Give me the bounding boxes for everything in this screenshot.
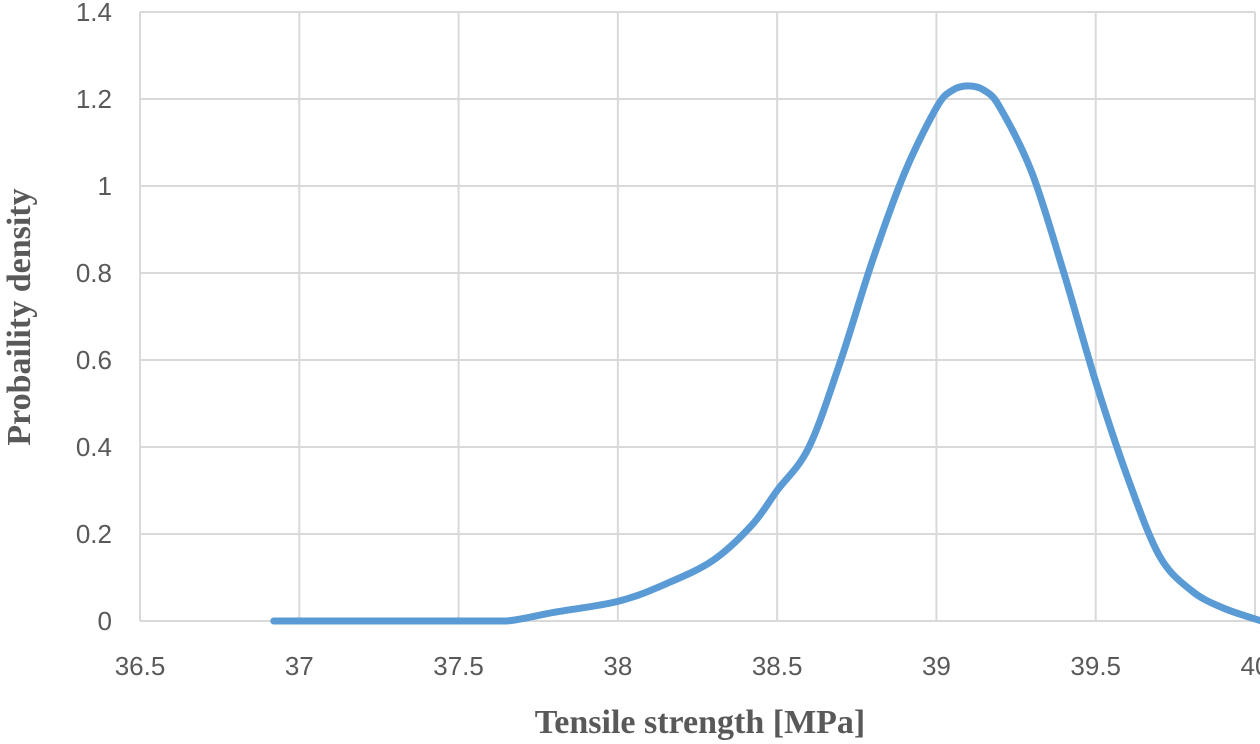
x-tick-label: 39.5	[1070, 651, 1121, 681]
y-tick-label: 0.4	[76, 432, 112, 462]
y-tick-label: 0.2	[76, 519, 112, 549]
y-tick-label: 0.8	[76, 258, 112, 288]
x-tick-label: 38.5	[752, 651, 803, 681]
x-tick-label: 37.5	[433, 651, 484, 681]
y-tick-label: 1.2	[76, 84, 112, 114]
y-tick-labels: 0 0.2 0.4 0.6 0.8 1 1.2 1.4	[76, 0, 112, 636]
x-axis-title: Tensile strength [MPa]	[535, 704, 866, 741]
y-tick-label: 1.4	[76, 0, 112, 27]
x-tick-label: 36.5	[115, 651, 166, 681]
y-axis-title: Probaility density	[1, 188, 38, 445]
y-tick-label: 0	[98, 606, 112, 636]
x-tick-label: 39	[922, 651, 951, 681]
x-tick-labels: 36.5 37 37.5 38 38.5 39 39.5 40	[115, 651, 1260, 681]
y-tick-label: 0.6	[76, 345, 112, 375]
gridlines	[139, 11, 1256, 622]
x-tick-label: 37	[285, 651, 314, 681]
x-tick-label: 38	[603, 651, 632, 681]
y-tick-label: 1	[98, 171, 112, 201]
x-tick-label: 40	[1241, 651, 1260, 681]
series-line	[270, 82, 1260, 625]
series-layer	[270, 82, 1260, 625]
